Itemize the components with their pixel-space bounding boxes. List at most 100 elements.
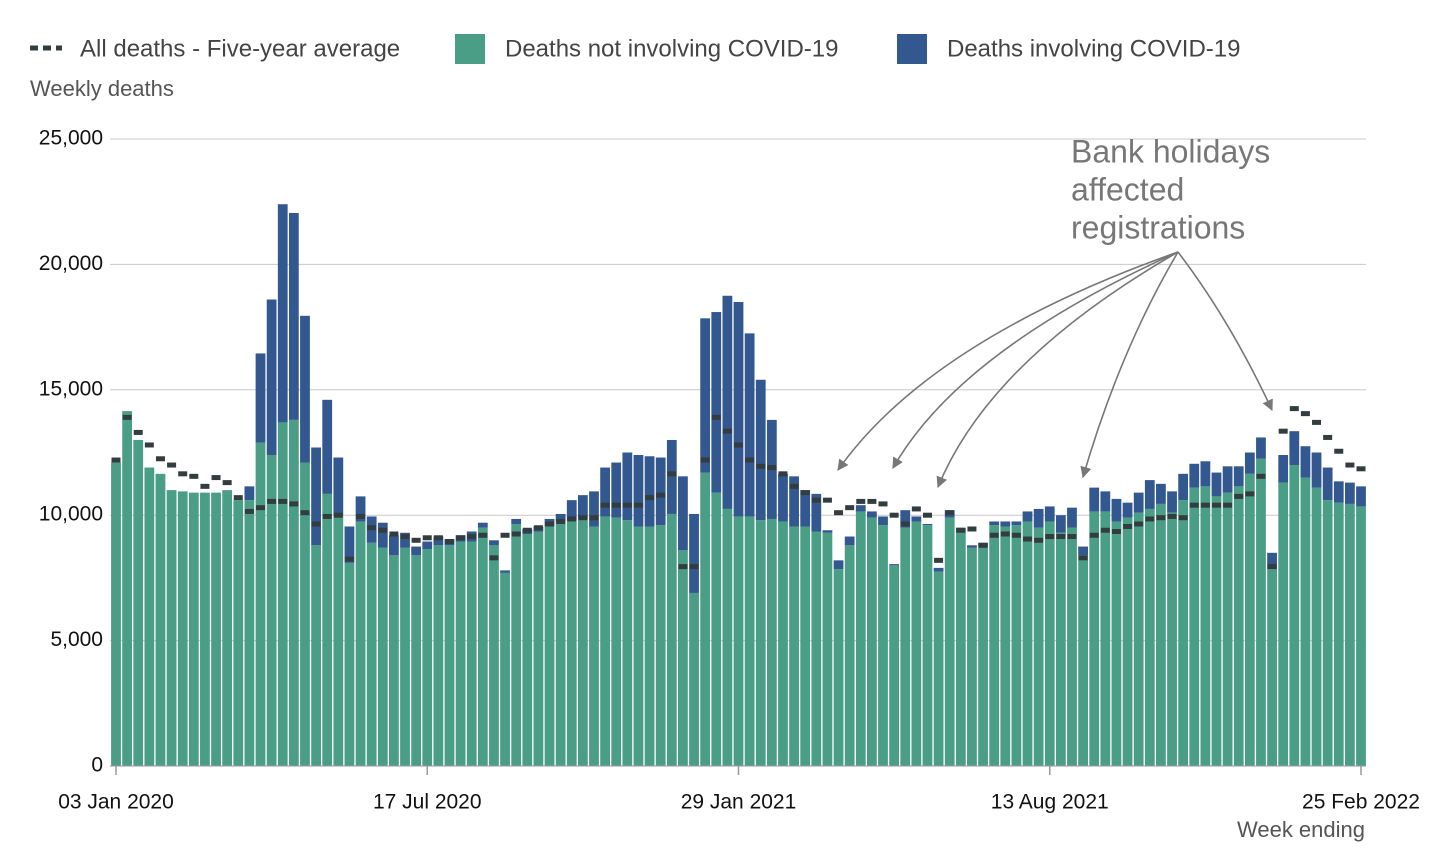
bar [422,541,433,550]
bar [1211,496,1222,766]
bar [144,467,155,766]
bar [633,526,644,766]
arrow [1080,251,1179,479]
bar [511,523,522,766]
bar [355,496,366,522]
bar [1011,525,1022,766]
bar [1156,483,1166,504]
bar [1044,506,1055,522]
bar [1067,507,1077,528]
bar [700,472,711,766]
legend-label: Deaths involving COVID-19 [947,35,1240,62]
y-tick-label: 0 [91,754,103,777]
bar [233,500,244,766]
bar [1100,491,1111,512]
bar [489,545,499,766]
legend-swatch [897,34,927,64]
bar [644,456,655,527]
bar [577,495,588,519]
bar [922,523,933,526]
bar [589,491,599,527]
arrow [837,251,1179,471]
bar [1244,452,1255,474]
bar [1167,512,1177,766]
bar [1256,437,1266,459]
bar [1067,527,1077,766]
bar [288,212,299,420]
bar [911,516,922,522]
bar [411,555,422,766]
arrow [936,251,1179,489]
bar [889,565,900,766]
bar [878,516,888,526]
x-tick-label: 29 Jan 2021 [681,791,797,814]
bar [333,515,344,766]
bar [1055,532,1066,766]
annotation-arrows [837,251,1273,489]
bar [1233,466,1244,487]
bar [989,525,1000,766]
bar [477,527,488,766]
bar [1200,461,1211,487]
bar [867,511,877,518]
bar [689,513,699,593]
bar [1233,486,1244,766]
bar [700,318,711,473]
bar [878,525,888,766]
legend-label: Deaths not involving COVID-19 [505,35,839,62]
bar [666,439,677,514]
bar [778,521,788,766]
bar [1033,508,1044,528]
bar [1144,508,1155,766]
bar [500,570,510,573]
bar [188,492,199,766]
bar [311,545,321,766]
bar [489,540,499,546]
bar [1311,487,1322,766]
bar [744,516,755,766]
bar [555,521,566,766]
bar [1033,527,1044,766]
bar [822,532,833,766]
bar [1267,569,1277,766]
bar [1178,473,1189,501]
bar [1333,502,1344,766]
bar [822,530,833,533]
bar [355,521,366,766]
bar [900,510,911,528]
bar [1178,500,1189,766]
bar [1189,487,1200,766]
bar [244,486,255,501]
x-axis-label: Week ending [1237,817,1365,842]
bar [444,545,455,766]
bar [766,518,777,766]
bar [800,490,811,527]
bar [589,526,599,766]
bar [678,550,688,766]
bar [611,517,622,766]
bar [1344,503,1355,766]
y-tick-label: 25,000 [39,127,103,150]
bar [889,564,900,566]
arrow [892,251,1179,469]
bar [1278,482,1289,766]
bar [1211,472,1222,497]
bar [944,517,955,766]
bar [600,467,610,517]
bar [1133,512,1144,766]
bar [833,560,844,570]
bar [1111,498,1122,522]
bar [1189,463,1200,488]
bar [266,299,277,456]
bar [711,492,722,766]
bar [322,399,333,494]
bar [322,493,333,766]
bar [500,572,510,766]
bar [211,492,221,766]
bar [300,462,310,766]
bar [1356,506,1366,766]
bar [1133,492,1144,513]
bar [177,491,188,766]
